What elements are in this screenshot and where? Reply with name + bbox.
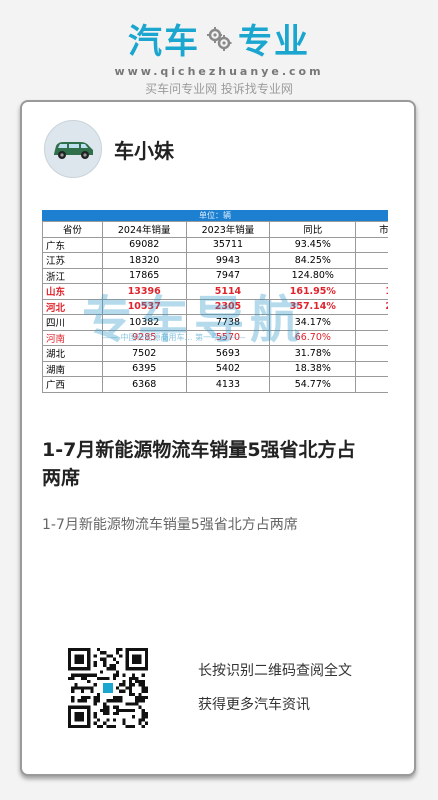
table-cell-yoy: 54.77% [269, 376, 357, 393]
table-row: 江苏 18320 9943 84.25% [42, 252, 388, 269]
author-name: 车小妹 [114, 138, 174, 163]
table-cell-share: 2 [355, 298, 388, 315]
qr-instruction-line1: 长按识别二维码查阅全文 [198, 663, 352, 679]
table-row: 广西 6368 4133 54.77% [42, 376, 388, 393]
header-yoy: 同比 [269, 221, 357, 238]
brand-logo-left: 汽车 [128, 22, 200, 62]
header-2024: 2024年销量 [101, 221, 187, 238]
table-cell-share [355, 329, 388, 346]
author-block[interactable]: 车小妹 [44, 120, 174, 178]
qr-instruction-line2: 获得更多汽车资讯 [198, 697, 310, 713]
header-share: 市占 [355, 221, 388, 238]
unit-label: 单位：辆 [42, 210, 388, 221]
qr-code[interactable] [68, 648, 148, 728]
article-title[interactable]: 1-7月新能源物流车销量5强省北方占两席 [42, 439, 356, 489]
brand-header: 汽车 专业 www.qichezhuanye.com 买车问专业网 投诉找专业网 [0, 14, 438, 97]
table-cell-province: 广西 [42, 376, 103, 393]
table-cell-share [355, 376, 388, 393]
avatar[interactable] [44, 120, 102, 178]
table-row: 湖南 6395 5402 18.38% [42, 360, 388, 377]
table-cell-share: 1 [355, 283, 388, 300]
header-province: 省份 [42, 221, 103, 238]
table-cell-y2024: 6395 [101, 360, 187, 377]
table-row: 浙江 17865 7947 124.80% [42, 267, 388, 284]
article-image[interactable]: 单位：辆 省份 2024年销量 2023年销量 同比 市占 广东69082357… [42, 210, 388, 404]
brand-logo[interactable]: 汽车 专业 [128, 14, 310, 63]
table-cell-y2024: 6368 [101, 376, 187, 393]
table-row: 广东 69082 35711 93.45% [42, 236, 388, 253]
table-cell-share [355, 252, 388, 269]
table-cell-y2023: 5402 [185, 360, 271, 377]
table-cell-share [355, 314, 388, 331]
watermark-line: —— 中国新能源商用车… 第一平台 —— [102, 333, 246, 342]
brand-logo-right: 专业 [238, 22, 310, 62]
table-cell-province: 江苏 [42, 252, 103, 269]
table-cell-share [355, 345, 388, 362]
table-cell-province: 湖南 [42, 360, 103, 377]
table-row: 河南 9285 5570 66.70% [42, 329, 388, 346]
table-cell-y2023: 35711 [185, 236, 271, 253]
article-summary: 1-7月新能源物流车销量5强省北方占两席 [42, 517, 298, 533]
table-cell-yoy: 93.45% [269, 236, 357, 253]
table-cell-share [355, 360, 388, 377]
qr-instructions: 长按识别二维码查阅全文 获得更多汽车资讯 [198, 660, 352, 728]
watermark: 专车导航 [82, 291, 306, 349]
table-cell-y2023: 9943 [185, 252, 271, 269]
table-cell-yoy: 18.38% [269, 360, 357, 377]
brand-slogan: 买车问专业网 投诉找专业网 [145, 82, 293, 96]
table-row: 四川 10382 7738 34.17% [42, 314, 388, 331]
table-cell-share [355, 236, 388, 253]
share-card: 车小妹 单位：辆 省份 2024年销量 2023年销量 同比 市占 广东6908… [20, 100, 416, 776]
sales-table: 省份 2024年销量 2023年销量 同比 市占 广东690823571193.… [42, 221, 388, 393]
car-icon [54, 142, 93, 159]
table-cell-province: 广东 [42, 236, 103, 253]
table-cell-y2023: 4133 [185, 376, 271, 393]
table-cell-share [355, 267, 388, 284]
table-row: 湖北 7502 5693 31.78% [42, 345, 388, 362]
table-cell-province: 湖北 [42, 345, 103, 362]
table-header-row: 省份 2024年销量 2023年销量 同比 市占 [42, 221, 388, 238]
table-cell-y2024: 69082 [101, 236, 187, 253]
gear-icon [207, 26, 232, 51]
table-cell-y2024: 18320 [101, 252, 187, 269]
table-cell-yoy: 84.25% [269, 252, 357, 269]
brand-url[interactable]: www.qichezhuanye.com [114, 65, 324, 78]
header-2023: 2023年销量 [185, 221, 271, 238]
